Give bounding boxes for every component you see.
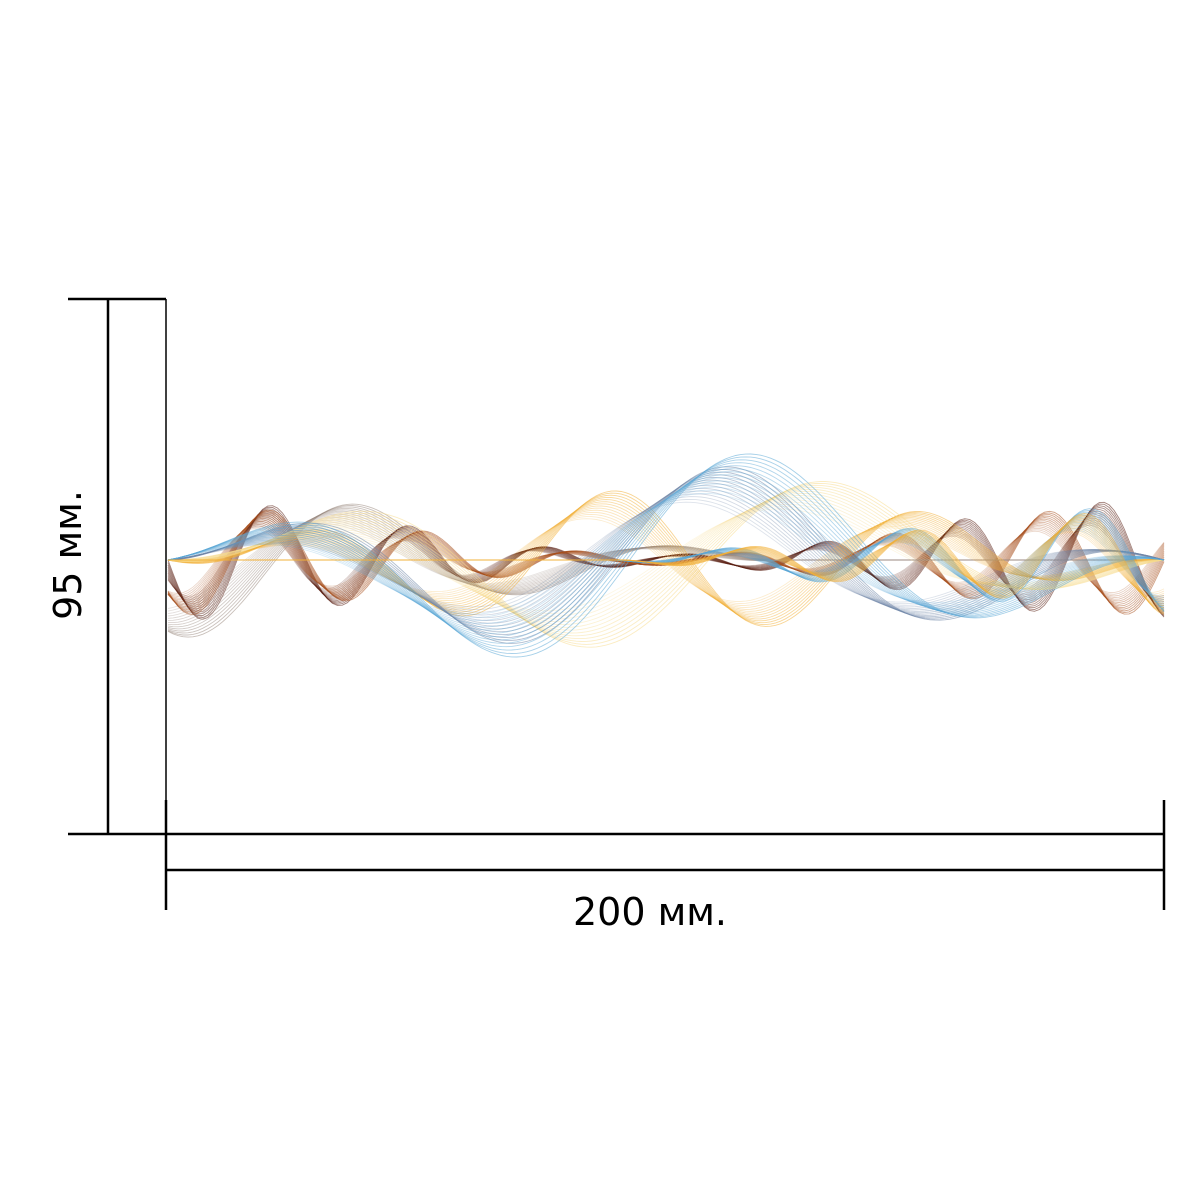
wave-line bbox=[167, 505, 1165, 614]
wave-line bbox=[168, 516, 1165, 612]
wave-line bbox=[167, 523, 1165, 599]
wave-line bbox=[167, 482, 1165, 627]
wave-line bbox=[167, 481, 1165, 648]
wave-line bbox=[167, 465, 1165, 644]
wave-line bbox=[167, 453, 1165, 658]
wave-line bbox=[168, 530, 1165, 595]
wave-line bbox=[167, 518, 1165, 602]
wave-line bbox=[167, 479, 1165, 630]
wave-line bbox=[167, 521, 1165, 601]
wave-line bbox=[167, 501, 1165, 608]
wave-line bbox=[167, 501, 1165, 618]
width-dimension bbox=[164, 800, 1166, 910]
wave-line bbox=[167, 490, 1165, 619]
wave-line bbox=[168, 529, 1165, 597]
wave-line bbox=[168, 522, 1165, 605]
wave-line bbox=[167, 487, 1165, 621]
wave-line bbox=[167, 521, 1165, 603]
wave-line bbox=[167, 505, 1165, 616]
wave-line bbox=[167, 496, 1165, 622]
wave-line bbox=[167, 497, 1165, 626]
wave-line bbox=[167, 468, 1165, 641]
wave-line bbox=[167, 499, 1165, 620]
wave-line bbox=[168, 526, 1165, 600]
wave-line bbox=[167, 471, 1165, 638]
wave-line bbox=[167, 489, 1165, 618]
width-label: 200 мм. bbox=[572, 890, 728, 934]
wave-line bbox=[167, 506, 1165, 615]
wave-line bbox=[167, 509, 1165, 610]
wave-line bbox=[167, 471, 1165, 638]
wave-line bbox=[167, 512, 1165, 610]
wave-line bbox=[167, 493, 1165, 631]
wave-line bbox=[167, 490, 1165, 634]
wave-line bbox=[167, 516, 1165, 604]
wave-line bbox=[167, 515, 1165, 607]
wave-line bbox=[167, 462, 1165, 648]
height-dimension bbox=[68, 297, 167, 836]
wave-line bbox=[168, 519, 1165, 609]
wave-line bbox=[168, 520, 1165, 607]
wave-line bbox=[167, 459, 1165, 651]
height-label: 95 мм. bbox=[46, 490, 90, 620]
wave-line bbox=[167, 493, 1165, 616]
wave-pattern-artwork bbox=[167, 453, 1165, 658]
wave-line bbox=[168, 523, 1165, 604]
wave-line bbox=[167, 474, 1165, 634]
wave-line bbox=[167, 486, 1165, 621]
wave-line bbox=[168, 527, 1165, 598]
wave-line bbox=[167, 508, 1165, 613]
wave-line bbox=[167, 498, 1165, 611]
wave-line bbox=[167, 507, 1165, 612]
wave-line bbox=[167, 492, 1165, 626]
wave-line bbox=[167, 482, 1165, 645]
wave-line bbox=[167, 503, 1165, 616]
wave-line bbox=[167, 513, 1165, 606]
wave-line bbox=[167, 496, 1165, 613]
wave-line bbox=[167, 516, 1165, 607]
wave-line bbox=[168, 517, 1165, 610]
wave-line bbox=[167, 476, 1165, 633]
wave-line bbox=[167, 485, 1165, 624]
wave-line bbox=[167, 511, 1165, 608]
wave-line bbox=[167, 522, 1165, 601]
wave-line bbox=[167, 508, 1164, 612]
wave-line bbox=[167, 486, 1165, 640]
wave-line bbox=[167, 474, 1165, 636]
wave-line bbox=[168, 524, 1165, 602]
wave-line bbox=[167, 510, 1165, 612]
wave-line bbox=[167, 519, 1165, 604]
wave-line bbox=[167, 456, 1165, 654]
wave-line bbox=[167, 484, 1165, 642]
wave-line bbox=[167, 517, 1165, 606]
wave-line bbox=[167, 488, 1165, 637]
wave-line bbox=[168, 532, 1165, 593]
wave-line bbox=[167, 495, 1165, 628]
